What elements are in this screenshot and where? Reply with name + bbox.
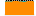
40 min — [25, 7, 26, 8]
Line: 10 min: 10 min — [0, 1, 36, 15]
10 min — [16, 7, 17, 8]
50 min — [29, 7, 30, 8]
40 min — [16, 7, 17, 8]
Line: Initial: Initial — [0, 0, 36, 15]
Line: 40 min: 40 min — [0, 1, 36, 15]
60 min — [25, 8, 26, 9]
10 min — [18, 8, 19, 9]
50 min — [25, 7, 26, 8]
Initial — [16, 7, 17, 8]
Initial — [18, 7, 19, 8]
20 min — [29, 7, 30, 8]
10 min — [29, 7, 30, 8]
50 min — [18, 7, 19, 8]
10 min — [25, 7, 26, 8]
Line: 20 min: 20 min — [0, 2, 36, 16]
50 min — [16, 13, 17, 14]
40 min — [18, 7, 19, 8]
Line: 60 min: 60 min — [0, 2, 36, 16]
40 min — [27, 7, 28, 8]
